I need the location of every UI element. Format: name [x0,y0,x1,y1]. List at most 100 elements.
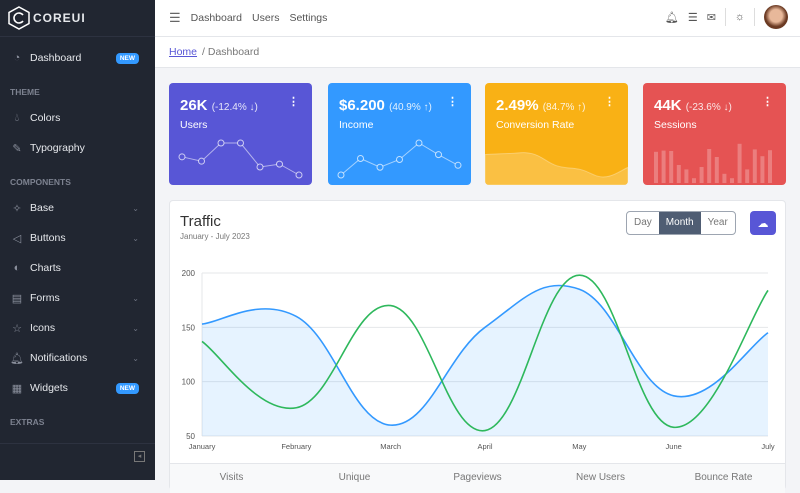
pencil-icon: ✎ [12,142,22,155]
sidebar-item-label: Forms [30,292,60,304]
header-nav-dashboard[interactable]: Dashboard [190,12,243,24]
sparkline-bar [676,165,681,183]
period-year-button[interactable]: Year [707,217,728,228]
sparkline-point [376,163,384,171]
cloud-download-icon: ☁ [757,217,769,230]
sidebar-item-base[interactable]: ✧ Base ⌄ [0,193,155,223]
avatar[interactable] [764,5,788,29]
sparkline-point [295,171,303,179]
sidebar-item-label: Charts [30,262,61,274]
breadcrumb-home[interactable]: Home [169,46,198,58]
cursor-icon: ◁ [12,232,22,245]
sidebar-item-dashboard[interactable]: ◔ Dashboard NEW [0,43,155,73]
x-tick-label: April [477,442,492,451]
sparkline-bar [661,150,666,183]
new-badge: NEW [115,382,139,394]
sparkline-point [178,153,186,161]
new-badge: NEW [115,52,139,64]
sparkline-bar [714,157,719,183]
footer-unique: Unique [338,472,371,483]
x-tick-label: June [666,442,682,451]
widget-card-conversion-rate: 2.49% (84.7% ↑) Conversion Rate ⋮ [485,83,628,185]
chevron-down-icon: ⌄ [132,203,139,213]
sparkline-bar [669,151,674,183]
breadcrumb: Home / Dashboard [155,37,800,68]
footer-visits: Visits [219,472,244,483]
sparkline-point [217,139,225,147]
chevron-down-icon: ⌄ [132,323,139,333]
traffic-title: Traffic [180,213,221,230]
sparkline-bar [745,169,750,183]
sidebar-item-notifications[interactable]: 🔔︎ Notifications ⌄ [0,343,155,373]
sparkline-point [256,163,264,171]
star-icon: ☆ [12,322,22,335]
sidebar-item-label: Icons [30,322,56,334]
series-line-1 [201,274,769,432]
puzzle-icon: ✧ [12,202,22,215]
x-tick-label: February [281,442,311,451]
header-nav-settings[interactable]: Settings [289,12,328,24]
traffic-subtitle: January - July 2023 [180,232,250,241]
sidebar-item-typography[interactable]: ✎ Typography [0,133,155,163]
sidebar-item-label: Base [30,202,54,214]
sparkline-point [337,171,345,179]
bell-icon[interactable]: 🔔︎ [664,11,679,24]
sparkline-bar [768,150,772,183]
sidebar-toggler[interactable]: ◂ [0,443,155,473]
widget-card-users: 26K (-12.4% ↓) Users ⋮ [169,83,312,185]
hamburger-menu-icon[interactable]: ☰ [169,10,181,25]
period-day-button[interactable]: Day [634,217,652,228]
widget-sparkline [654,143,772,183]
sun-icon[interactable]: ☼ [734,11,745,23]
sparkline-bar [730,178,734,183]
sidebar-item-icons[interactable]: ☆ Icons ⌄ [0,313,155,343]
sidebar-item-colors[interactable]: 💧︎ Colors [0,103,155,133]
widget-label: Users [180,119,208,131]
sidebar-item-buttons[interactable]: ◁ Buttons ⌄ [0,223,155,253]
list-icon[interactable]: ☰ [687,11,698,24]
sparkline-bar [737,143,742,183]
sparkline-bar [692,178,696,183]
traffic-footer: Visits Unique Pageviews New Users Bounce… [170,463,785,493]
series-area [202,285,768,436]
more-options-icon[interactable]: ⋮ [288,96,299,108]
sparkline-point [435,151,442,159]
sidebar-item-forms[interactable]: ▤ Forms ⌄ [0,283,155,313]
speedometer-icon: ◔ [13,52,21,64]
sparkline-point [198,157,205,165]
widget-change: (84.7% ↑) [542,102,586,113]
widget-label: Income [339,119,374,131]
widget-sparkline [485,152,628,185]
sidebar-item-widgets[interactable]: ▦ Widgets NEW [0,373,155,403]
more-options-icon[interactable]: ⋮ [447,96,458,108]
widget-change: (-12.4% ↓) [211,102,258,113]
x-tick-label: March [380,442,401,451]
footer-pageviews: Pageviews [453,472,502,483]
sparkline-bar [760,156,765,183]
more-options-icon[interactable]: ⋮ [762,96,773,108]
download-button[interactable]: ☁ [750,211,776,235]
drop-icon: 💧︎ [14,111,20,124]
calculator-icon: ▦ [11,382,23,395]
envelope-open-icon[interactable]: ✉ [706,11,716,24]
period-month-button[interactable]: Month [658,212,701,234]
sparkline-area [485,152,628,185]
sidebar-item-label: Dashboard [30,52,82,64]
chevron-down-icon: ⌄ [132,293,139,303]
sparkline-point [357,155,364,163]
sidebar-item-charts[interactable]: ◐ Charts [0,253,155,283]
sparkline-bar [699,167,704,183]
widget-card-sessions: 44K (-23.6% ↓) Sessions ⋮ [643,83,786,185]
x-tick-label: July [761,442,775,451]
widget-change: (-23.6% ↓) [685,102,732,113]
sidebar-item-label: Widgets [30,382,68,394]
nav-title-components: COMPONENTS [10,177,71,187]
header-nav-users[interactable]: Users [252,12,280,24]
brand-name: COREUI [33,11,86,25]
brand-logo[interactable]: COREUI [0,0,155,37]
sparkline-point [454,161,462,169]
footer-bounce-rate: Bounce Rate [694,472,753,483]
nav-title-theme: THEME [10,87,40,97]
notes-icon: ▤ [11,292,23,305]
more-options-icon[interactable]: ⋮ [604,96,615,108]
